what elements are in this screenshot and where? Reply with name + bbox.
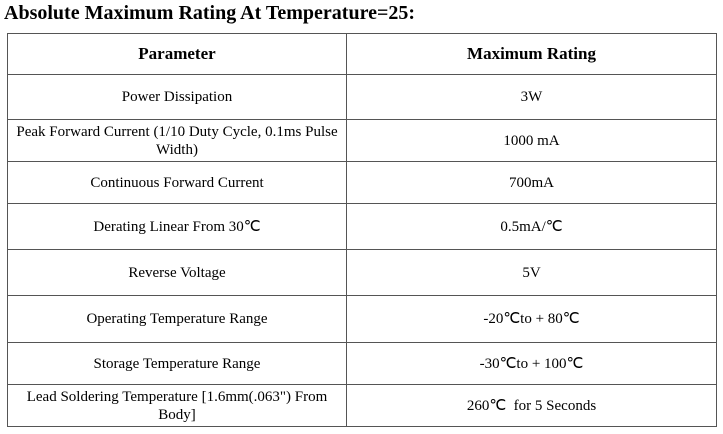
rating-cell: 0.5mA/℃ — [346, 203, 717, 250]
table-row: Continuous Forward Current 700mA — [7, 161, 717, 204]
table-row: Derating Linear From 30℃ 0.5mA/℃ — [7, 203, 717, 250]
table-row: Peak Forward Current (1/10 Duty Cycle, 0… — [7, 119, 717, 162]
rating-cell: 3W — [346, 74, 717, 120]
rating-cell: 700mA — [346, 161, 717, 204]
table-body: Power Dissipation 3W Peak Forward Current … — [7, 74, 717, 427]
rating-table: Parameter Maximum Rating Power Dissipati… — [7, 33, 717, 427]
rating-cell: -20℃to + 80℃ — [346, 295, 717, 343]
table-row: Lead Soldering Temperature [1.6mm(.063")… — [7, 384, 717, 427]
table-row: Reverse Voltage 5V — [7, 249, 717, 296]
parameter-cell: Storage Temperature Range — [7, 342, 347, 385]
parameter-cell: Reverse Voltage — [7, 249, 347, 296]
table-row: Power Dissipation 3W — [7, 74, 717, 120]
rating-cell: 260℃ for 5 Seconds — [346, 384, 717, 427]
rating-cell: 5V — [346, 249, 717, 296]
parameter-cell: Power Dissipation — [7, 74, 347, 120]
header-row: Parameter Maximum Rating — [7, 33, 717, 75]
rating-cell: 1000 mA — [346, 119, 717, 162]
column-header: Maximum Rating — [346, 33, 717, 75]
parameter-cell: Continuous Forward Current — [7, 161, 347, 204]
parameter-cell: Operating Temperature Range — [7, 295, 347, 343]
table-row: Storage Temperature Range -30℃to + 100℃ — [7, 342, 717, 385]
column-header: Parameter — [7, 33, 347, 75]
title: Absolute Maximum Rating At Temperature=2… — [4, 2, 416, 24]
parameter-cell: Lead Soldering Temperature [1.6mm(.063")… — [7, 384, 347, 427]
table-row: Operating Temperature Range -20℃to + 80℃ — [7, 295, 717, 343]
parameter-cell: Peak Forward Current (1/10 Duty Cycle, 0… — [7, 119, 347, 162]
parameter-cell: Derating Linear From 30℃ — [7, 203, 347, 250]
rating-cell: -30℃to + 100℃ — [346, 342, 717, 385]
